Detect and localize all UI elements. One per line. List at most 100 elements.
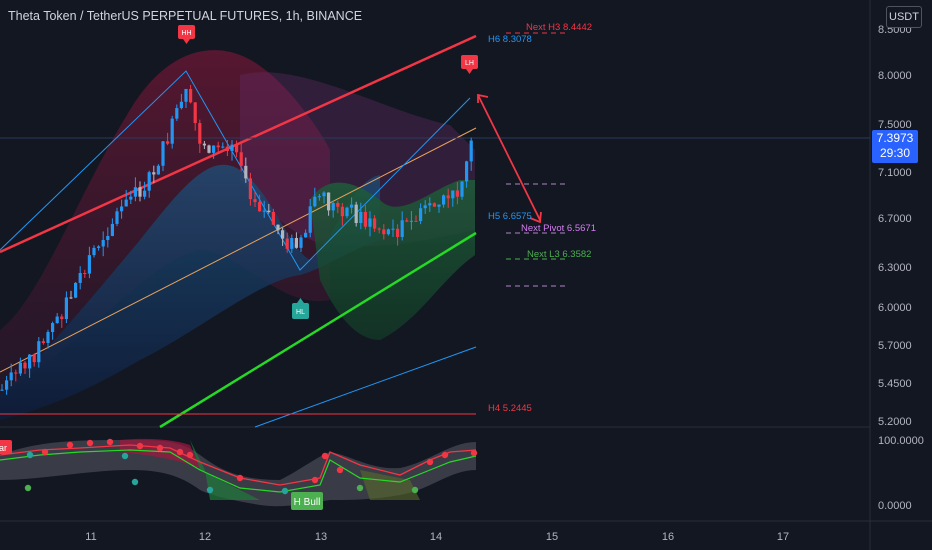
candle-body [23, 362, 27, 369]
osc-dot [86, 439, 94, 447]
candle-body [110, 223, 114, 236]
candle-body [193, 102, 197, 124]
osc-dot [106, 438, 114, 446]
candle-body [14, 372, 18, 374]
candle-body [299, 237, 303, 248]
last-price: 7.3973 [876, 131, 914, 145]
level-label-h6: H6 8.3078 [488, 34, 532, 45]
candle-body [382, 229, 386, 235]
time-tick: 12 [199, 531, 211, 543]
time-tick: 15 [546, 531, 558, 543]
candle-body [386, 229, 390, 235]
candle-body [221, 146, 225, 148]
candles [0, 84, 473, 395]
candle-body [156, 165, 160, 175]
osc-tick: 100.0000 [878, 435, 924, 447]
candle-body [152, 172, 156, 175]
price-tick: 6.7000 [878, 213, 912, 225]
candle-body [133, 187, 137, 197]
pivot-markers[interactable]: HH LH HL [178, 25, 478, 319]
candle-body [41, 341, 45, 343]
candle-body [37, 341, 41, 363]
candle-body [317, 196, 321, 198]
candle-body [106, 235, 110, 240]
chart-title[interactable]: Theta Token / TetherUS PERPETUAL FUTURES… [8, 9, 363, 23]
candle-body [409, 220, 413, 222]
price-tick: 6.0000 [878, 302, 912, 314]
candle-body [124, 199, 128, 207]
candle-body [120, 206, 124, 212]
osc-dot [411, 486, 419, 494]
price-tick-hidden: 7.5000 [878, 119, 912, 131]
osc-dot [336, 466, 344, 474]
osc-dot [281, 487, 289, 495]
candle-body [83, 273, 87, 275]
candle-body [248, 178, 252, 200]
time-axis[interactable]: 11 12 13 14 15 16 17 [85, 531, 789, 543]
time-tick: 11 [85, 531, 96, 543]
candle-body [28, 354, 32, 369]
candle-body [276, 224, 280, 231]
candle-body [239, 152, 243, 166]
candle-body [230, 144, 234, 151]
marker-hh[interactable]: HH [178, 25, 195, 44]
bar-countdown: 29:30 [879, 146, 911, 160]
last-price-badge: 7.3973 29:30 [872, 130, 918, 163]
candle-body [0, 389, 4, 391]
candle-body [175, 108, 179, 119]
candle-body [5, 380, 9, 390]
osc-dot [156, 444, 164, 452]
price-tick: 5.4500 [878, 378, 912, 390]
candle-body [97, 246, 101, 248]
candle-body [161, 141, 165, 166]
candle-body [207, 145, 211, 153]
candle-body [455, 190, 459, 197]
candle-body [294, 238, 298, 248]
candle-body [9, 372, 13, 381]
osc-dot [186, 451, 194, 459]
time-tick: 14 [430, 531, 442, 543]
candle-body [345, 207, 349, 217]
candle-body [258, 202, 262, 212]
price-tick: 8.0000 [878, 70, 912, 82]
price-axis[interactable]: 8.5000 8.0000 7.1000 6.7000 6.3000 6.000… [878, 24, 924, 512]
level-label-next-pivot: Next Pivot 6.5671 [521, 223, 596, 234]
candle-body [327, 192, 331, 211]
projected-levels [506, 32, 565, 287]
candle-body [331, 203, 335, 211]
osc-dot [26, 451, 34, 459]
osc-left-tag: ar [0, 440, 12, 454]
candle-body [32, 354, 36, 363]
candle-body [69, 297, 73, 299]
oscillator-dots [24, 438, 478, 495]
osc-dot [356, 484, 364, 492]
price-tick: 5.2000 [878, 416, 912, 428]
candle-body [189, 88, 193, 103]
candle-body [460, 181, 464, 197]
candle-body [304, 232, 308, 238]
candle-body [281, 230, 285, 239]
candle-body [396, 228, 400, 237]
marker-hl[interactable]: HL [292, 298, 309, 319]
candle-body [432, 203, 436, 207]
candle-body [184, 88, 188, 102]
level-label-h5: H5 6.6575 [488, 211, 532, 222]
level-label-next-h3: Next H3 8.4442 [526, 22, 592, 33]
candle-body [290, 238, 294, 249]
candle-body [336, 203, 340, 207]
currency-button[interactable]: USDT [886, 6, 922, 28]
osc-bull-tag: H Bull [291, 492, 323, 510]
level-label-next-l3: Next L3 6.3582 [527, 249, 591, 260]
candle-body [350, 204, 354, 208]
candle-body [414, 220, 418, 222]
candle-body [267, 210, 271, 212]
candle-body [235, 144, 239, 153]
trend-lines [0, 34, 870, 429]
osc-dot [441, 451, 449, 459]
marker-lh[interactable]: LH [461, 55, 478, 74]
candle-body [143, 190, 147, 197]
candle-body [322, 192, 326, 197]
oscillator-pane [0, 438, 477, 507]
candle-body [129, 196, 133, 200]
